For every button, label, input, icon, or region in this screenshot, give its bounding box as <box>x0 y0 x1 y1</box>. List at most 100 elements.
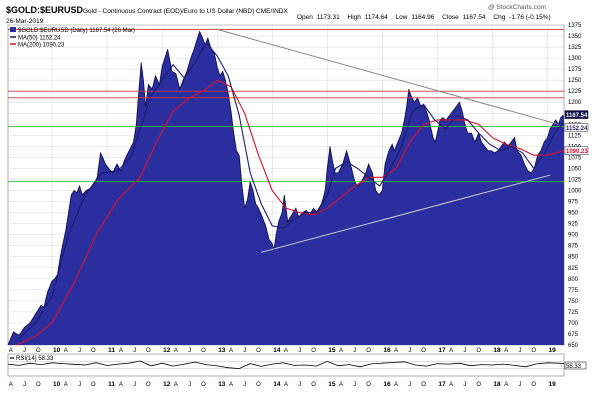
xaxis-year-12: 12 <box>163 347 171 354</box>
price-area-fill <box>8 31 564 345</box>
xaxis-month-1: J <box>23 348 26 354</box>
xaxis-bottom-month-16: J <box>298 382 301 388</box>
xaxis-bottom-month-27: A <box>504 382 508 388</box>
chg-label: Chg <box>493 14 505 21</box>
xaxis-bottom-month-18: A <box>339 382 343 388</box>
rsi-line <box>7 360 565 370</box>
xaxis-bottom-month-13: J <box>243 382 246 388</box>
xaxis-bottom-month-11: O <box>201 382 206 388</box>
upper-trendline <box>217 28 559 125</box>
ma200-line <box>16 79 565 346</box>
xaxis-bottom-month-26: O <box>476 382 481 388</box>
xaxis-month-24: A <box>449 348 453 354</box>
xaxis-bottom-year-10: 10 <box>53 381 61 388</box>
xaxis-month-23: O <box>421 348 426 354</box>
ytick-850: 850 <box>568 255 579 261</box>
rsi-panel-frame <box>7 353 565 377</box>
ytick-725: 725 <box>568 310 579 316</box>
xaxis-bottom-year-11: 11 <box>108 381 115 388</box>
xaxis-month-20: O <box>366 348 371 354</box>
xaxis-bottom-month-21: A <box>394 382 398 388</box>
trendlines <box>217 28 559 253</box>
xaxis-bottom-month-10: J <box>188 382 191 388</box>
xaxis-year-10: 10 <box>53 347 61 354</box>
ytick-1275: 1275 <box>568 67 582 73</box>
xaxis-bottom-year-19: 19 <box>548 381 556 388</box>
xaxis-month-27: A <box>504 348 508 354</box>
xaxis-month-11: O <box>201 348 206 354</box>
xaxis-bottom-month-4: J <box>78 382 81 388</box>
xaxis-month-17: O <box>311 348 316 354</box>
high-label: High <box>348 14 362 21</box>
ytick-700: 700 <box>568 321 579 327</box>
open-value: 1173.31 <box>317 14 340 21</box>
xaxis-bottom-month-2: O <box>36 382 41 388</box>
y-axis: 650 675 700 725 750 775 800 825 850 875 900 925 950 9… <box>568 23 582 349</box>
xaxis-bottom-month-28: J <box>518 382 521 388</box>
ma50-line <box>18 41 565 339</box>
xaxis-year-14: 14 <box>273 347 281 354</box>
ytick-825: 825 <box>568 266 579 272</box>
xaxis-bottom-year-15: 15 <box>328 381 336 388</box>
ytick-975: 975 <box>568 200 579 206</box>
xaxis-month-26: O <box>476 348 481 354</box>
ytick-675: 675 <box>568 332 579 338</box>
open-label: Open <box>297 14 313 21</box>
ytick-1075: 1075 <box>568 155 582 161</box>
xaxis-month-0: A <box>9 348 13 354</box>
chg-value: -1.76 (-0.15%) <box>509 14 551 21</box>
xaxis-month-12: A <box>229 348 233 354</box>
close-value: 1167.54 <box>463 14 486 21</box>
xaxis-bottom-month-9: A <box>174 382 178 388</box>
price-tag-box-0 <box>564 110 589 119</box>
low-label: Low <box>396 14 408 21</box>
description-label: Gold - Continuous Contract (EOD)/Euro to… <box>83 8 288 15</box>
x-axis: A J O A J O A J O A J O A J O A J O A J O A J O A J O A J O 10 11 12 13 14… <box>9 347 556 354</box>
xaxis-month-9: A <box>174 348 178 354</box>
xaxis-bottom-month-7: J <box>133 382 136 388</box>
xaxis-bottom-month-17: O <box>311 382 316 388</box>
legend-ma200: MA(200) 1090.23 <box>18 43 65 49</box>
xaxis-year-11: 11 <box>108 347 115 354</box>
xaxis-year-17: 17 <box>438 347 446 354</box>
rsi-tag-box <box>564 361 587 370</box>
xaxis-bottom-month-3: A <box>64 382 68 388</box>
xaxis-bottom-year-17: 17 <box>438 381 446 388</box>
ytick-925: 925 <box>568 222 579 228</box>
xaxis-month-8: O <box>146 348 151 354</box>
xaxis-month-13: J <box>243 348 246 354</box>
xaxis-month-5: O <box>91 348 96 354</box>
ytick-1375: 1375 <box>568 23 582 29</box>
xaxis-year-16: 16 <box>383 347 391 354</box>
ytick-650: 650 <box>568 343 579 349</box>
ytick-775: 775 <box>568 288 579 294</box>
xaxis-month-18: A <box>339 348 343 354</box>
xaxis-month-7: J <box>133 348 136 354</box>
ytick-1350: 1350 <box>568 34 582 40</box>
ytick-750: 750 <box>568 299 579 305</box>
xaxis-bottom-month-15: A <box>284 382 288 388</box>
close-label: Close <box>442 14 459 21</box>
ohlc-readout: Open 1173.31 High 1174.64 Low 1164.96 Cl… <box>297 14 551 21</box>
legend-swatch-price <box>10 27 16 32</box>
legend-price: $GOLD:$EURUSD (Daily) 1167.54 (26 Mar) <box>18 28 135 34</box>
xaxis-bottom-month-0: A <box>9 382 13 388</box>
price-tag-0: 1167.54 <box>566 113 588 119</box>
xaxis-bottom-year-18: 18 <box>493 381 501 388</box>
xaxis-month-10: J <box>188 348 191 354</box>
xaxis-year-18: 18 <box>493 347 501 354</box>
xaxis-bottom-month-14: O <box>256 382 261 388</box>
price-tags: 1167.54 1152.24 1090.23 <box>564 110 589 155</box>
symbol-label: $GOLD:$EURUSD <box>6 5 84 15</box>
xaxis-month-28: J <box>518 348 521 354</box>
xaxis-month-2: O <box>36 348 41 354</box>
low-value: 1164.96 <box>411 14 434 21</box>
ytick-1225: 1225 <box>568 89 582 95</box>
xaxis-bottom-month-25: J <box>463 382 466 388</box>
xaxis-month-4: J <box>78 348 81 354</box>
horizontal-lines <box>8 28 564 183</box>
lower-trendline <box>261 174 551 253</box>
rsi-label: RSI(14) 58.33 <box>16 356 54 362</box>
xaxis-month-14: O <box>256 348 261 354</box>
